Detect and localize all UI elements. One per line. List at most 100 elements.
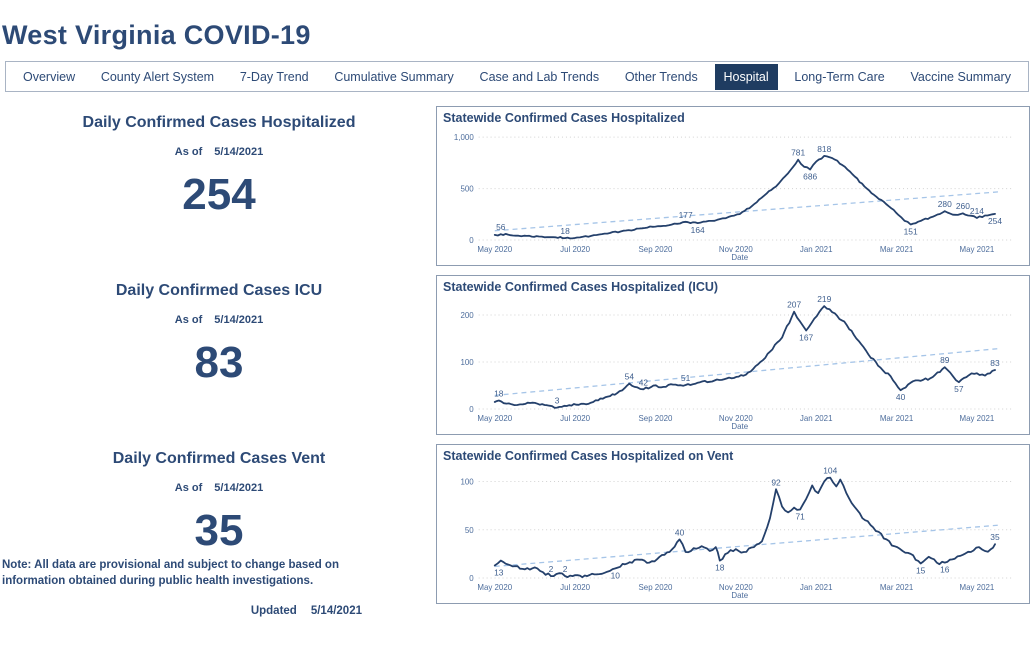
svg-text:254: 254 [988,216,1002,226]
updated-date: 5/14/2021 [310,605,362,618]
asof-date: 5/14/2021 [214,314,264,326]
svg-text:40: 40 [675,527,685,537]
svg-text:Jul 2020: Jul 2020 [560,245,591,254]
kpi-vent-asof: As of 5/14/2021 [2,482,436,494]
svg-text:57: 57 [954,384,964,394]
tab-case-and-lab-trends[interactable]: Case and Lab Trends [479,69,600,84]
page-title: West Virginia COVID-19 [2,20,311,50]
kpi-vent-title: Daily Confirmed Cases Vent [112,450,326,467]
trend-line [494,524,1002,568]
svg-text:1,000: 1,000 [454,133,474,142]
kpi-vent: Daily Confirmed Cases Vent As of 5/14/202… [2,442,436,556]
kpi-column: Daily Confirmed Cases Hospitalized As of… [0,106,436,617]
svg-text:15: 15 [916,565,926,575]
svg-text:686: 686 [803,171,817,181]
svg-text:May 2021: May 2021 [960,245,995,254]
kpi-hospitalized: Daily Confirmed Cases Hospitalized As of… [2,106,436,274]
svg-text:Mar 2021: Mar 2021 [880,414,914,423]
svg-text:71: 71 [795,511,805,521]
tab-hospital[interactable]: Hospital [714,63,778,90]
chart-icu[interactable]: 0 100 200 May 2020 Jul 2020 Sep 2020 Nov 2020 J… [443,294,1023,431]
svg-text:83: 83 [990,358,1000,368]
svg-text:207: 207 [787,300,801,310]
svg-text:164: 164 [691,225,705,235]
main-content: Daily Confirmed Cases Hospitalized As of… [0,106,1035,617]
chart-panel-icu: Statewide Confirmed Cases Hospitalized (… [436,275,1030,435]
svg-text:May 2020: May 2020 [477,414,512,423]
svg-text:May 2020: May 2020 [477,245,512,254]
gridlines: 0 500 1,000 [454,133,1014,245]
tab-long-term-care[interactable]: Long-Term Care [794,69,885,84]
svg-text:May 2021: May 2021 [960,414,995,423]
kpi-hospitalized-title: Daily Confirmed Cases Hospitalized [82,114,356,131]
svg-text:Mar 2021: Mar 2021 [880,245,914,254]
tab-other-trends[interactable]: Other Trends [624,69,698,84]
x-axis-title: Date [731,422,748,431]
svg-text:177: 177 [679,210,693,220]
gridlines: 0 100 200 [461,311,1014,414]
updated-label: Updated [250,605,297,618]
svg-text:40: 40 [896,392,906,402]
point-labels: 18 3 54 42 51 207 167 219 40 89 57 83 [494,294,1000,406]
svg-text:35: 35 [990,532,1000,542]
asof-label: As of [174,314,203,326]
kpi-hospitalized-value: 254 [182,170,256,219]
svg-text:92: 92 [771,477,781,487]
svg-text:51: 51 [681,373,691,383]
kpi-vent-value: 35 [194,506,244,555]
kpi-icu-title: Daily Confirmed Cases ICU [115,282,323,299]
svg-text:Nov 2020: Nov 2020 [719,583,753,592]
svg-text:500: 500 [461,185,475,194]
svg-text:0: 0 [469,236,474,245]
svg-text:104: 104 [823,466,837,476]
svg-text:16: 16 [940,565,950,575]
chart-panel-vent: Statewide Confirmed Cases Hospitalized o… [436,444,1030,604]
tab-vaccine-summary[interactable]: Vaccine Summary [910,69,1011,84]
tab-county-alert-system[interactable]: County Alert System [100,69,215,84]
point-labels: 13 2 2 10 40 18 92 71 104 15 16 35 [494,466,1000,581]
svg-text:151: 151 [904,226,918,236]
tab-7-day-trend[interactable]: 7-Day Trend [239,69,309,84]
tab-overview[interactable]: Overview [23,69,76,84]
svg-text:42: 42 [639,377,649,387]
svg-text:200: 200 [461,311,475,320]
asof-label: As of [174,146,203,158]
chart-vent[interactable]: 0 50 100 May 2020 Jul 2020 Sep 2020 Nov 2020 Ja… [443,463,1023,600]
x-axis: May 2020 Jul 2020 Sep 2020 Nov 2020 Jan 2021… [477,583,995,600]
svg-text:Mar 2021: Mar 2021 [880,583,914,592]
svg-text:Jan 2021: Jan 2021 [800,414,833,423]
svg-text:18: 18 [560,226,570,236]
svg-text:100: 100 [461,358,475,367]
svg-text:Sep 2020: Sep 2020 [639,245,673,254]
svg-text:Sep 2020: Sep 2020 [639,583,673,592]
svg-text:280: 280 [938,199,952,209]
svg-text:Nov 2020: Nov 2020 [719,414,753,423]
svg-text:214: 214 [970,206,984,216]
svg-text:260: 260 [956,201,970,211]
charts-column: Statewide Confirmed Cases Hospitalized 0… [436,106,1035,617]
svg-text:Jan 2021: Jan 2021 [800,245,833,254]
gridlines: 0 50 100 [461,478,1014,583]
chart-title-hospitalized: Statewide Confirmed Cases Hospitalized [443,111,685,125]
asof-date: 5/14/2021 [214,146,264,158]
x-axis-title: Date [731,591,748,600]
svg-text:50: 50 [465,526,474,535]
svg-text:781: 781 [791,148,805,158]
kpi-icu-asof: As of 5/14/2021 [2,314,436,326]
svg-text:2: 2 [563,564,568,574]
asof-date: 5/14/2021 [214,482,264,494]
chart-hospitalized[interactable]: 0 500 1,000 May 2020 Jul 2020 Sep 2020 Nov 202… [443,125,1023,262]
svg-text:Nov 2020: Nov 2020 [719,245,753,254]
svg-text:13: 13 [494,567,504,577]
kpi-icu: Daily Confirmed Cases ICU As of 5/14/2021… [2,274,436,442]
x-axis: May 2020 Jul 2020 Sep 2020 Nov 2020 Jan 2021… [477,414,995,431]
svg-text:May 2020: May 2020 [477,583,512,592]
svg-text:0: 0 [469,574,474,583]
asof-label: As of [174,482,203,494]
svg-text:Jul 2020: Jul 2020 [560,583,591,592]
tab-cumulative-summary[interactable]: Cumulative Summary [334,69,454,84]
svg-text:0: 0 [469,405,474,414]
svg-text:18: 18 [715,563,725,573]
x-axis: May 2020 Jul 2020 Sep 2020 Nov 2020 Jan 2021… [477,245,995,262]
data-line [493,305,996,409]
